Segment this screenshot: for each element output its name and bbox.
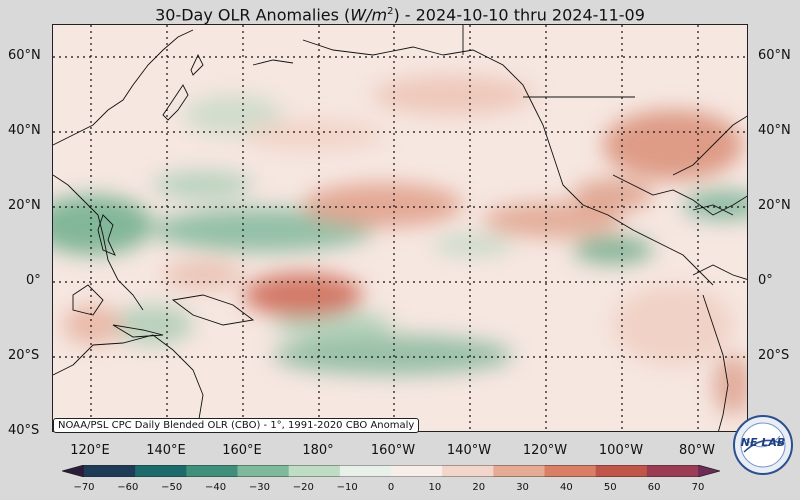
lon-label-160w: 160°W <box>370 443 416 458</box>
lat-label-eq-left: 0° <box>26 273 41 288</box>
source-note: NOAA/PSL CPC Daily Blended OLR (CBO) - 1… <box>53 418 420 433</box>
globe-logo-icon <box>733 415 793 475</box>
colorbar-tick-label: 0 <box>387 482 395 493</box>
colorbar-tick-label: 20 <box>472 482 486 493</box>
lat-label-60n-right: 60°N <box>758 48 791 63</box>
lat-label-40s-left: 40°S <box>8 423 40 438</box>
lon-label-140w: 140°W <box>446 443 492 458</box>
title-suffix: ) - 2024-10-10 thru 2024-11-09 <box>393 5 645 25</box>
lat-label-eq-right: 0° <box>758 273 773 288</box>
anomaly-blobs <box>53 75 747 415</box>
lat-label-20n-left: 20°N <box>8 198 41 213</box>
colorbar-segment <box>646 465 699 477</box>
anomaly-field <box>53 25 747 431</box>
colorbar <box>60 462 722 478</box>
colorbar-tick-label: −40 <box>205 482 227 493</box>
colorbar-segment <box>84 465 136 477</box>
lon-label-100w: 100°W <box>598 443 644 458</box>
colorbar-tick-label: 30 <box>516 482 529 493</box>
lon-label-120e: 120°E <box>70 443 110 458</box>
lon-label-160e: 160°E <box>222 443 262 458</box>
olr-anomaly-map <box>52 24 748 432</box>
coastlines <box>53 25 747 431</box>
lon-label-180: 180° <box>302 443 334 458</box>
title-unit-exp: 2 <box>387 6 394 17</box>
colorbar-tick-label: −10 <box>336 482 358 493</box>
nelab-logo: NE LAB <box>732 414 794 476</box>
graticule <box>53 25 747 431</box>
colorbar-segment <box>595 465 648 477</box>
colorbar-extend-low <box>62 465 84 477</box>
colorbar-tick-label: −20 <box>292 482 314 493</box>
lat-label-40n-left: 40°N <box>8 123 41 138</box>
lon-label-120w: 120°W <box>522 443 568 458</box>
colorbar-extend-high <box>698 465 720 477</box>
title-prefix: 30-Day OLR Anomalies ( <box>155 5 351 25</box>
colorbar-svg <box>60 464 722 478</box>
colorbar-tick-label: −70 <box>73 482 95 493</box>
colorbar-segment <box>186 465 238 477</box>
colorbar-tick-label: −50 <box>161 482 183 493</box>
lat-label-60n-left: 60°N <box>8 48 41 63</box>
lat-label-20s-left: 20°S <box>8 348 40 363</box>
colorbar-tick-label: −60 <box>117 482 139 493</box>
colorbar-tick-label: 10 <box>428 482 442 493</box>
lon-label-140e: 140°E <box>146 443 186 458</box>
colorbar-segment <box>288 465 341 477</box>
lat-label-40n-right: 40°N <box>758 123 791 138</box>
colorbar-tick-label: 50 <box>603 482 617 493</box>
lat-label-20s-right: 20°S <box>758 348 790 363</box>
colorbar-segment <box>237 465 290 477</box>
colorbar-tick-label: 60 <box>647 482 661 493</box>
lon-label-80w: 80°W <box>679 443 715 458</box>
colorbar-segment <box>442 465 494 477</box>
logo-text: NE LAB <box>740 436 786 449</box>
colorbar-segment <box>339 465 392 477</box>
colorbar-tick-label: 70 <box>691 482 705 493</box>
map-title: 30-Day OLR Anomalies (W/m2) - 2024-10-10… <box>0 0 800 24</box>
colorbar-segment <box>391 465 443 477</box>
colorbar-segment <box>135 465 187 477</box>
colorbar-tick-label: −30 <box>248 482 270 493</box>
colorbar-tick-label: 40 <box>560 482 573 493</box>
colorbar-segment <box>544 465 597 477</box>
lat-label-20n-right: 20°N <box>758 198 791 213</box>
title-unit-base: W/m <box>350 5 388 25</box>
colorbar-segment <box>493 465 545 477</box>
